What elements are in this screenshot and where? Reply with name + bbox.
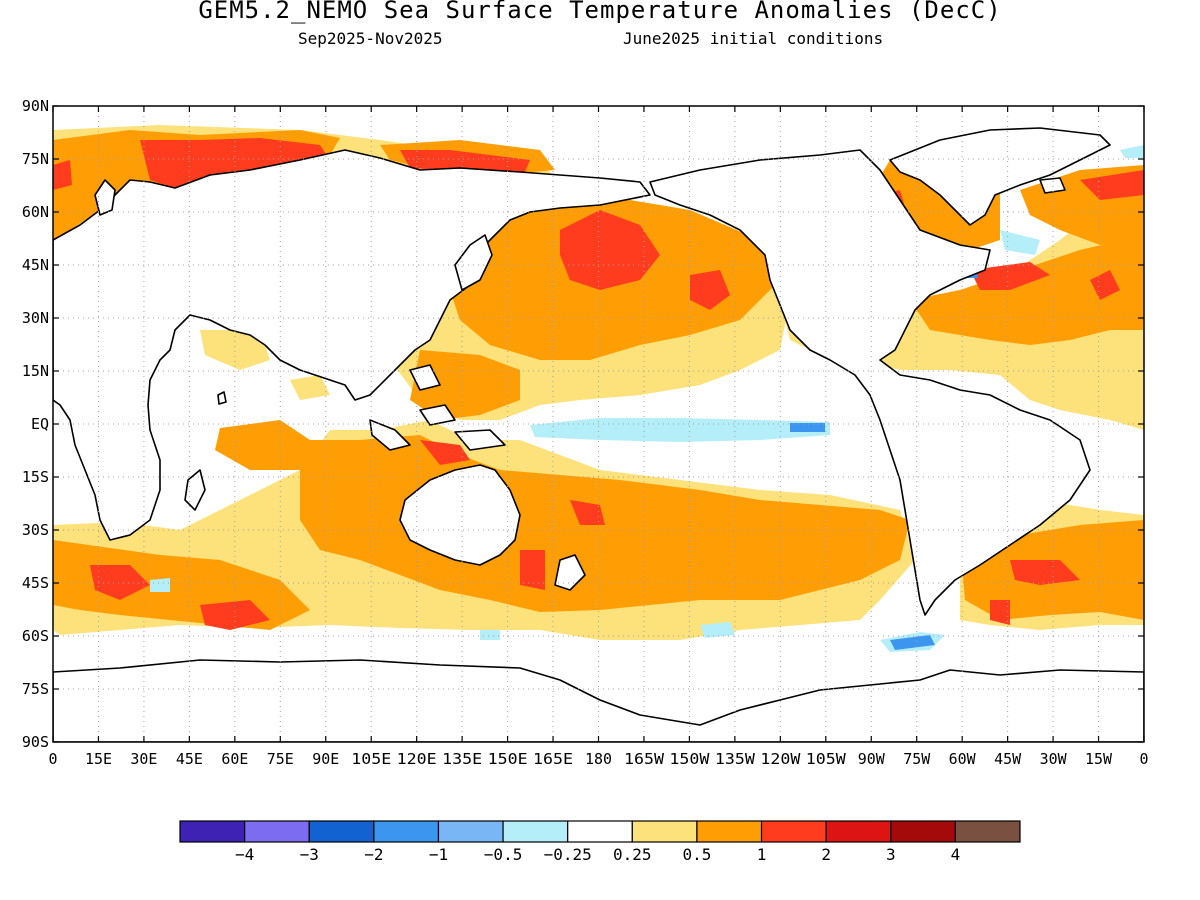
lon-label: 105W (806, 750, 847, 768)
graticule (53, 106, 1144, 742)
lon-label: 75E (267, 750, 294, 768)
lon-label: 135W (715, 750, 756, 768)
lat-label: 75S (22, 680, 49, 698)
lat-label: 90S (22, 733, 49, 751)
colorbar-swatch (954, 820, 1021, 843)
colorbar-label: −3 (300, 845, 319, 864)
lat-label: 75N (22, 150, 49, 168)
colorbar-label: −0.5 (484, 845, 523, 864)
lat-label: 30N (22, 309, 49, 327)
lat-label: 45N (22, 256, 49, 274)
colorbar-swatch (502, 820, 569, 843)
colorbar-legend: −4 −3 −2 −1 −0.5 −0.25 0.25 0.5 1 2 3 4 (179, 820, 1021, 864)
colorbar-swatch (696, 820, 763, 843)
lon-label: 0 (1140, 750, 1149, 768)
lon-label: 135E (442, 750, 482, 768)
colorbar-swatch (890, 820, 956, 843)
colorbar-label: −4 (235, 845, 254, 864)
lat-label: 15S (22, 468, 49, 486)
australia (399, 464, 521, 566)
lon-label: 120E (397, 750, 437, 768)
lon-label: 105E (351, 750, 391, 768)
eurasia-africa-landmass (53, 149, 651, 541)
colorbar-label: 0.5 (682, 845, 711, 864)
colorbar-label: −0.25 (544, 845, 592, 864)
colorbar-label: 0.25 (613, 845, 652, 864)
lon-label: 90W (858, 750, 886, 768)
lat-label: 60N (22, 203, 49, 221)
map-title: GEM5.2_NEMO Sea Surface Temperature Anom… (198, 0, 1002, 24)
latitude-labels: 90N 75N 60N 45N 30N 15N EQ 15S 30S 45S 60S 75S 90S (22, 97, 49, 751)
greenland (889, 127, 1111, 226)
lon-label: 60W (949, 750, 977, 768)
lat-label: 90N (22, 97, 49, 115)
colorbar-label: −1 (429, 845, 448, 864)
lon-label: 15E (85, 750, 112, 768)
lon-label: 30E (130, 750, 157, 768)
lat-label: 30S (22, 521, 49, 539)
anomaly-field (53, 125, 1144, 652)
axis-ticks (52, 105, 1145, 743)
lon-label: 60E (221, 750, 248, 768)
lon-label: 30W (1040, 750, 1068, 768)
lon-label: 180 (585, 750, 612, 768)
colorbar-swatch (308, 820, 375, 843)
lat-label: 45S (22, 574, 49, 592)
colorbar-label: 1 (757, 845, 767, 864)
lon-label: 45W (994, 750, 1022, 768)
colorbar-label: 4 (951, 845, 961, 864)
lon-label: 120W (760, 750, 801, 768)
lat-label: 60S (22, 627, 49, 645)
colorbar-swatch (825, 820, 892, 843)
colorbar-swatch (631, 820, 698, 843)
lon-label: 150W (669, 750, 710, 768)
colorbar-label: −2 (364, 845, 383, 864)
initial-conditions: June2025 initial conditions (623, 29, 884, 48)
lon-label: 0 (49, 750, 58, 768)
colorbar-label: 2 (821, 845, 831, 864)
lon-label: 150E (488, 750, 528, 768)
lon-label: 90E (312, 750, 339, 768)
lat-label: EQ (31, 415, 49, 433)
lon-label: 45E (176, 750, 203, 768)
lon-label: 165W (624, 750, 665, 768)
lon-label: 165E (533, 750, 573, 768)
americas-landmass (649, 149, 1091, 616)
longitude-labels: 0 15E 30E 45E 60E 75E 90E 105E 120E 135E 150E 165E 1… (49, 750, 1149, 768)
colorbar-swatch (179, 820, 246, 843)
colorbar-swatch (760, 820, 827, 843)
colorbar-swatch (244, 820, 310, 843)
colorbar-swatch (437, 820, 504, 843)
colorbar-label: 3 (886, 845, 896, 864)
colorbar-swatch (373, 820, 440, 843)
lon-label: 75W (903, 750, 931, 768)
lat-label: 15N (22, 362, 49, 380)
lon-label: 15W (1085, 750, 1113, 768)
colorbar-swatch (567, 820, 633, 843)
forecast-period: Sep2025-Nov2025 (298, 29, 443, 48)
